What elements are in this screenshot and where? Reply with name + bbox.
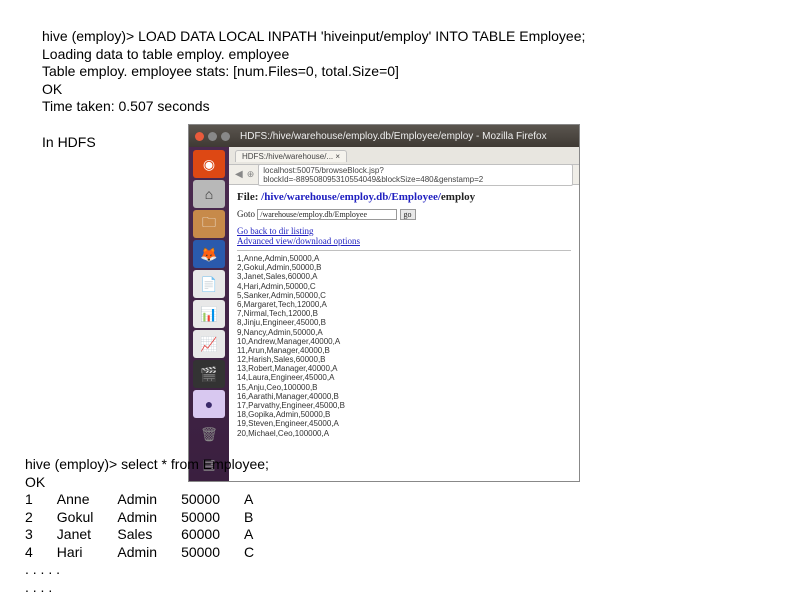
- cell: Hari: [57, 544, 118, 562]
- browser-tab[interactable]: HDFS:/hive/warehouse/... ×: [235, 150, 347, 162]
- line: OK: [42, 81, 794, 99]
- cell: Gokul: [57, 509, 118, 527]
- hive-load-output: hive (employ)> LOAD DATA LOCAL INPATH 'h…: [0, 0, 794, 116]
- data-row: 15,Anju,Ceo,100000,B: [237, 383, 571, 392]
- data-row: 13,Robert,Manager,40000,A: [237, 364, 571, 373]
- line: Table employ. employee stats: [num.Files…: [42, 63, 794, 81]
- tab-bar: HDFS:/hive/warehouse/... ×: [229, 147, 579, 165]
- file-name: employ: [441, 191, 475, 203]
- cell: B: [244, 509, 278, 527]
- close-icon[interactable]: [195, 132, 204, 141]
- cell: Admin: [117, 509, 181, 527]
- nav-links: Go back to dir listing Advanced view/dow…: [237, 226, 571, 246]
- minimize-icon[interactable]: [208, 132, 217, 141]
- cell: Sales: [117, 526, 181, 544]
- back-icon[interactable]: ◀: [235, 169, 243, 180]
- cell: A: [244, 526, 278, 544]
- line: Time taken: 0.507 seconds: [42, 98, 794, 116]
- data-row: 8,Jinju,Engineer,45000,B: [237, 318, 571, 327]
- video-app-icon[interactable]: 🎬: [193, 360, 225, 388]
- result-table: 1AnneAdmin50000A2GokulAdmin50000B3JanetS…: [25, 491, 278, 561]
- file-path-link[interactable]: /hive/warehouse/employ.db/Employee/: [261, 191, 441, 203]
- cell: 60000: [181, 526, 244, 544]
- cell: 50000: [181, 491, 244, 509]
- folder-icon[interactable]: 🗀: [193, 210, 225, 238]
- browser-pane: HDFS:/hive/warehouse/... × ◀ ⊕ localhost…: [229, 147, 579, 481]
- go-button[interactable]: go: [400, 209, 416, 220]
- data-row: 16,Aarathi,Manager,40000,B: [237, 392, 571, 401]
- goto-row: Goto /warehouse/employ.db/Employee go: [237, 209, 571, 220]
- libreoffice-calc-icon[interactable]: 📊: [193, 300, 225, 328]
- titlebar: HDFS:/hive/warehouse/employ.db/Employee/…: [189, 125, 579, 147]
- globe-icon: ⊕: [247, 169, 255, 180]
- libreoffice-writer-icon[interactable]: 📄: [193, 270, 225, 298]
- line: Loading data to table employ. employee: [42, 46, 794, 64]
- cell: C: [244, 544, 278, 562]
- ubuntu-icon[interactable]: ◉: [193, 150, 225, 178]
- data-row: 17,Parvathy,Engineer,45000,B: [237, 401, 571, 410]
- data-row: 20,Michael,Ceo,100000,A: [237, 429, 571, 438]
- ubuntu-launcher: ◉ ⌂ 🗀 🦊 📄 📊 📈 🎬 ● 🗑 ▦: [189, 147, 229, 481]
- cell: Anne: [57, 491, 118, 509]
- data-row: 2,Gokul,Admin,50000,B: [237, 263, 571, 272]
- data-row: 18,Gopika,Admin,50000,B: [237, 410, 571, 419]
- data-row: 11,Arun,Manager,40000,B: [237, 346, 571, 355]
- cell: 1: [25, 491, 57, 509]
- cell: Admin: [117, 544, 181, 562]
- trash-icon[interactable]: 🗑: [193, 420, 225, 448]
- cell: 4: [25, 544, 57, 562]
- page-content: File: /hive/warehouse/employ.db/Employee…: [229, 185, 579, 444]
- ellipsis: . . . . .: [25, 561, 278, 579]
- url-field[interactable]: localhost:50075/browseBlock.jsp?blockId=…: [258, 164, 573, 186]
- query-line: hive (employ)> select * from Employee;: [25, 456, 278, 474]
- eclipse-icon[interactable]: ●: [193, 390, 225, 418]
- data-row: 1,Anne,Admin,50000,A: [237, 254, 571, 263]
- separator: [237, 250, 571, 251]
- file-prefix: File:: [237, 191, 261, 203]
- data-row: 5,Sanker,Admin,50000,C: [237, 291, 571, 300]
- home-icon[interactable]: ⌂: [193, 180, 225, 208]
- file-path-heading: File: /hive/warehouse/employ.db/Employee…: [237, 191, 571, 203]
- data-row: 7,Nirmal,Tech,12000,B: [237, 309, 571, 318]
- hive-select-output: hive (employ)> select * from Employee; O…: [25, 456, 278, 596]
- goto-input[interactable]: /warehouse/employ.db/Employee: [257, 209, 397, 220]
- cell: Admin: [117, 491, 181, 509]
- table-row: 2GokulAdmin50000B: [25, 509, 278, 527]
- data-row: 10,Andrew,Manager,40000,A: [237, 337, 571, 346]
- data-row: 12,Harish,Sales,60000,B: [237, 355, 571, 364]
- libreoffice-impress-icon[interactable]: 📈: [193, 330, 225, 358]
- advanced-view-link[interactable]: Advanced view/download options: [237, 236, 360, 246]
- goto-label: Goto: [237, 209, 255, 219]
- data-row: 19,Steven,Engineer,45000,A: [237, 419, 571, 428]
- table-row: 4HariAdmin50000C: [25, 544, 278, 562]
- back-dir-link[interactable]: Go back to dir listing: [237, 226, 314, 236]
- data-row: 4,Hari,Admin,50000,C: [237, 282, 571, 291]
- window-title: HDFS:/hive/warehouse/employ.db/Employee/…: [240, 131, 547, 142]
- ok-line: OK: [25, 474, 278, 492]
- address-bar: ◀ ⊕ localhost:50075/browseBlock.jsp?bloc…: [229, 165, 579, 185]
- data-row: 6,Margaret,Tech,12000,A: [237, 300, 571, 309]
- ellipsis: . . . .: [25, 579, 278, 596]
- cell: 50000: [181, 509, 244, 527]
- data-row: 3,Janet,Sales,60000,A: [237, 272, 571, 281]
- table-row: 1AnneAdmin50000A: [25, 491, 278, 509]
- cell: 3: [25, 526, 57, 544]
- data-row: 14,Laura,Engineer,45000,A: [237, 373, 571, 382]
- firefox-icon[interactable]: 🦊: [193, 240, 225, 268]
- maximize-icon[interactable]: [221, 132, 230, 141]
- cell: 2: [25, 509, 57, 527]
- cell: 50000: [181, 544, 244, 562]
- line: hive (employ)> LOAD DATA LOCAL INPATH 'h…: [42, 28, 794, 46]
- cell: Janet: [57, 526, 118, 544]
- cell: A: [244, 491, 278, 509]
- file-data-listing: 1,Anne,Admin,50000,A2,Gokul,Admin,50000,…: [237, 254, 571, 438]
- firefox-window: HDFS:/hive/warehouse/employ.db/Employee/…: [188, 124, 580, 482]
- data-row: 9,Nancy,Admin,50000,A: [237, 328, 571, 337]
- table-row: 3JanetSales60000A: [25, 526, 278, 544]
